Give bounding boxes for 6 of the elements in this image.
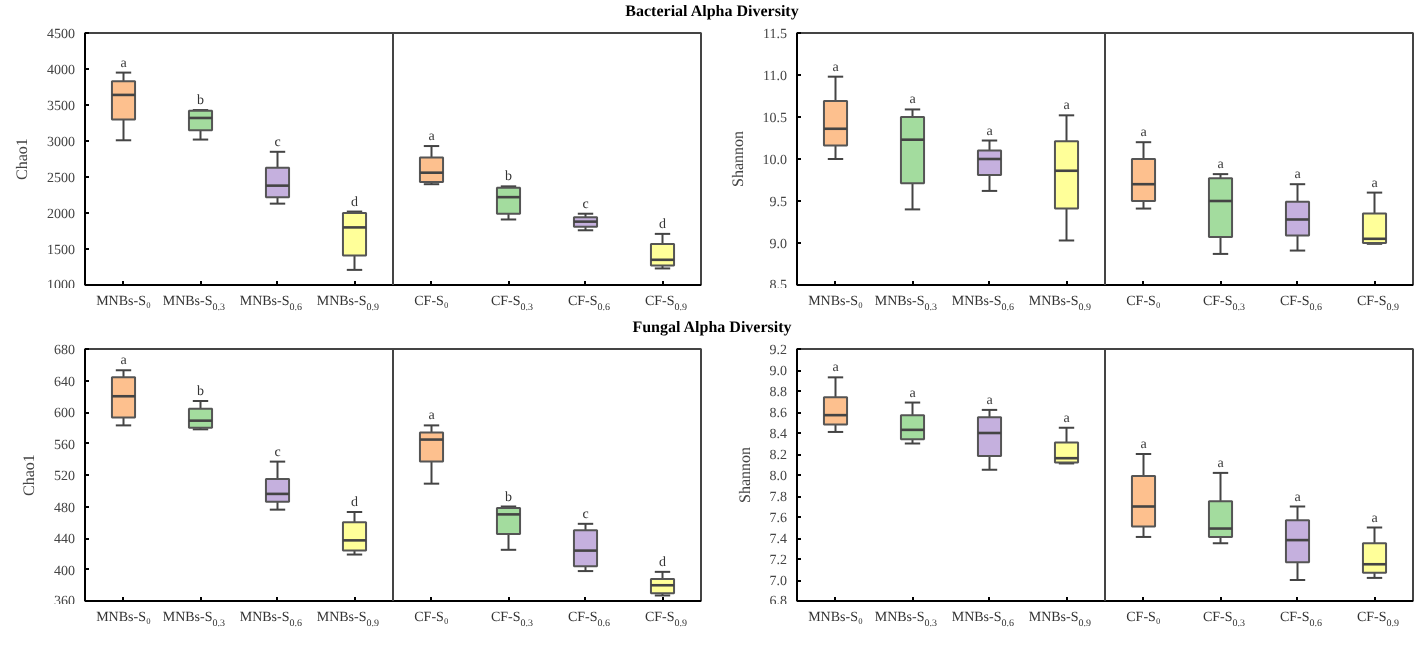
chart-title: Bacterial Alpha Diversity <box>625 2 799 20</box>
chart-title: Fungal Alpha Diversity <box>632 318 792 336</box>
y-axis-title: Shannon <box>728 131 747 187</box>
y-axis-title: Chao1 <box>13 138 31 180</box>
y-axis-title: Chao1 <box>20 454 38 496</box>
y-axis-title: Shannon <box>735 447 754 503</box>
